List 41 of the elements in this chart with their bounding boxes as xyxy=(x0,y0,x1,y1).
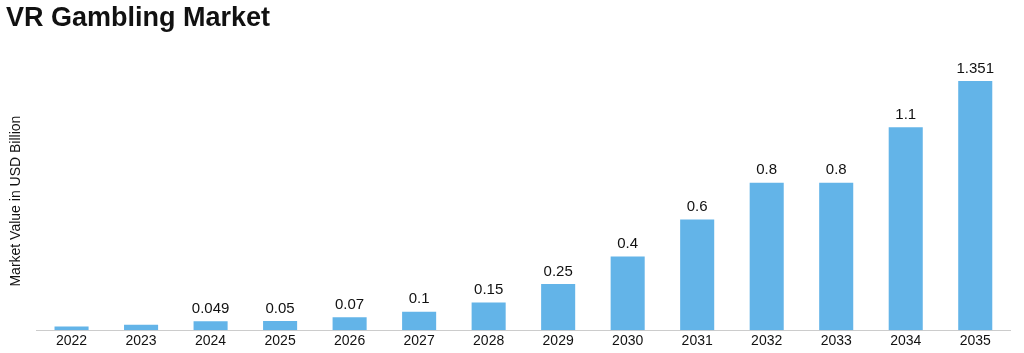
bar xyxy=(541,284,576,331)
data-label: 0.8 xyxy=(756,160,778,178)
data-label: 0.8 xyxy=(825,160,847,178)
bar xyxy=(332,317,367,331)
x-tick-label: 2026 xyxy=(334,332,366,349)
bar xyxy=(124,324,159,331)
data-label: 0.6 xyxy=(686,197,708,215)
chart-title: VR Gambling Market xyxy=(6,2,271,33)
x-tick-label: 2032 xyxy=(751,332,783,349)
x-tick-label: 2024 xyxy=(195,332,227,349)
x-tick-label: 2028 xyxy=(473,332,505,349)
x-tick-label: 2027 xyxy=(403,332,435,349)
data-label: 0.05 xyxy=(265,298,295,316)
data-label: 0.15 xyxy=(474,280,504,298)
x-tick-label: 2034 xyxy=(890,332,922,349)
x-tick-label: 2022 xyxy=(55,332,88,349)
bar xyxy=(193,321,228,331)
x-tick-label: 2033 xyxy=(820,332,852,349)
data-label: 1.351 xyxy=(956,58,995,76)
x-tick-label: 2025 xyxy=(264,332,296,349)
bar xyxy=(888,127,923,331)
bar xyxy=(680,219,715,331)
x-tick-label: 2031 xyxy=(681,332,713,349)
data-label: 0.4 xyxy=(617,234,639,252)
bar xyxy=(958,81,993,331)
bar xyxy=(819,182,854,331)
data-label: 1.1 xyxy=(895,104,917,122)
bar xyxy=(263,320,298,331)
bar xyxy=(749,182,784,331)
data-label: 0.25 xyxy=(543,261,573,279)
data-label: 0.07 xyxy=(335,294,365,312)
bar xyxy=(610,256,645,331)
x-tick-label: 2035 xyxy=(959,332,992,349)
y-axis-title: Market Value in USD Billion xyxy=(7,115,24,287)
data-label: 0.1 xyxy=(408,289,430,307)
data-label: 0.049 xyxy=(191,298,230,316)
bar xyxy=(471,302,506,331)
bar xyxy=(402,311,437,331)
x-tick-label: 2030 xyxy=(612,332,644,349)
x-tick-label: 2023 xyxy=(125,332,157,349)
x-tick-label: 2029 xyxy=(542,332,574,349)
